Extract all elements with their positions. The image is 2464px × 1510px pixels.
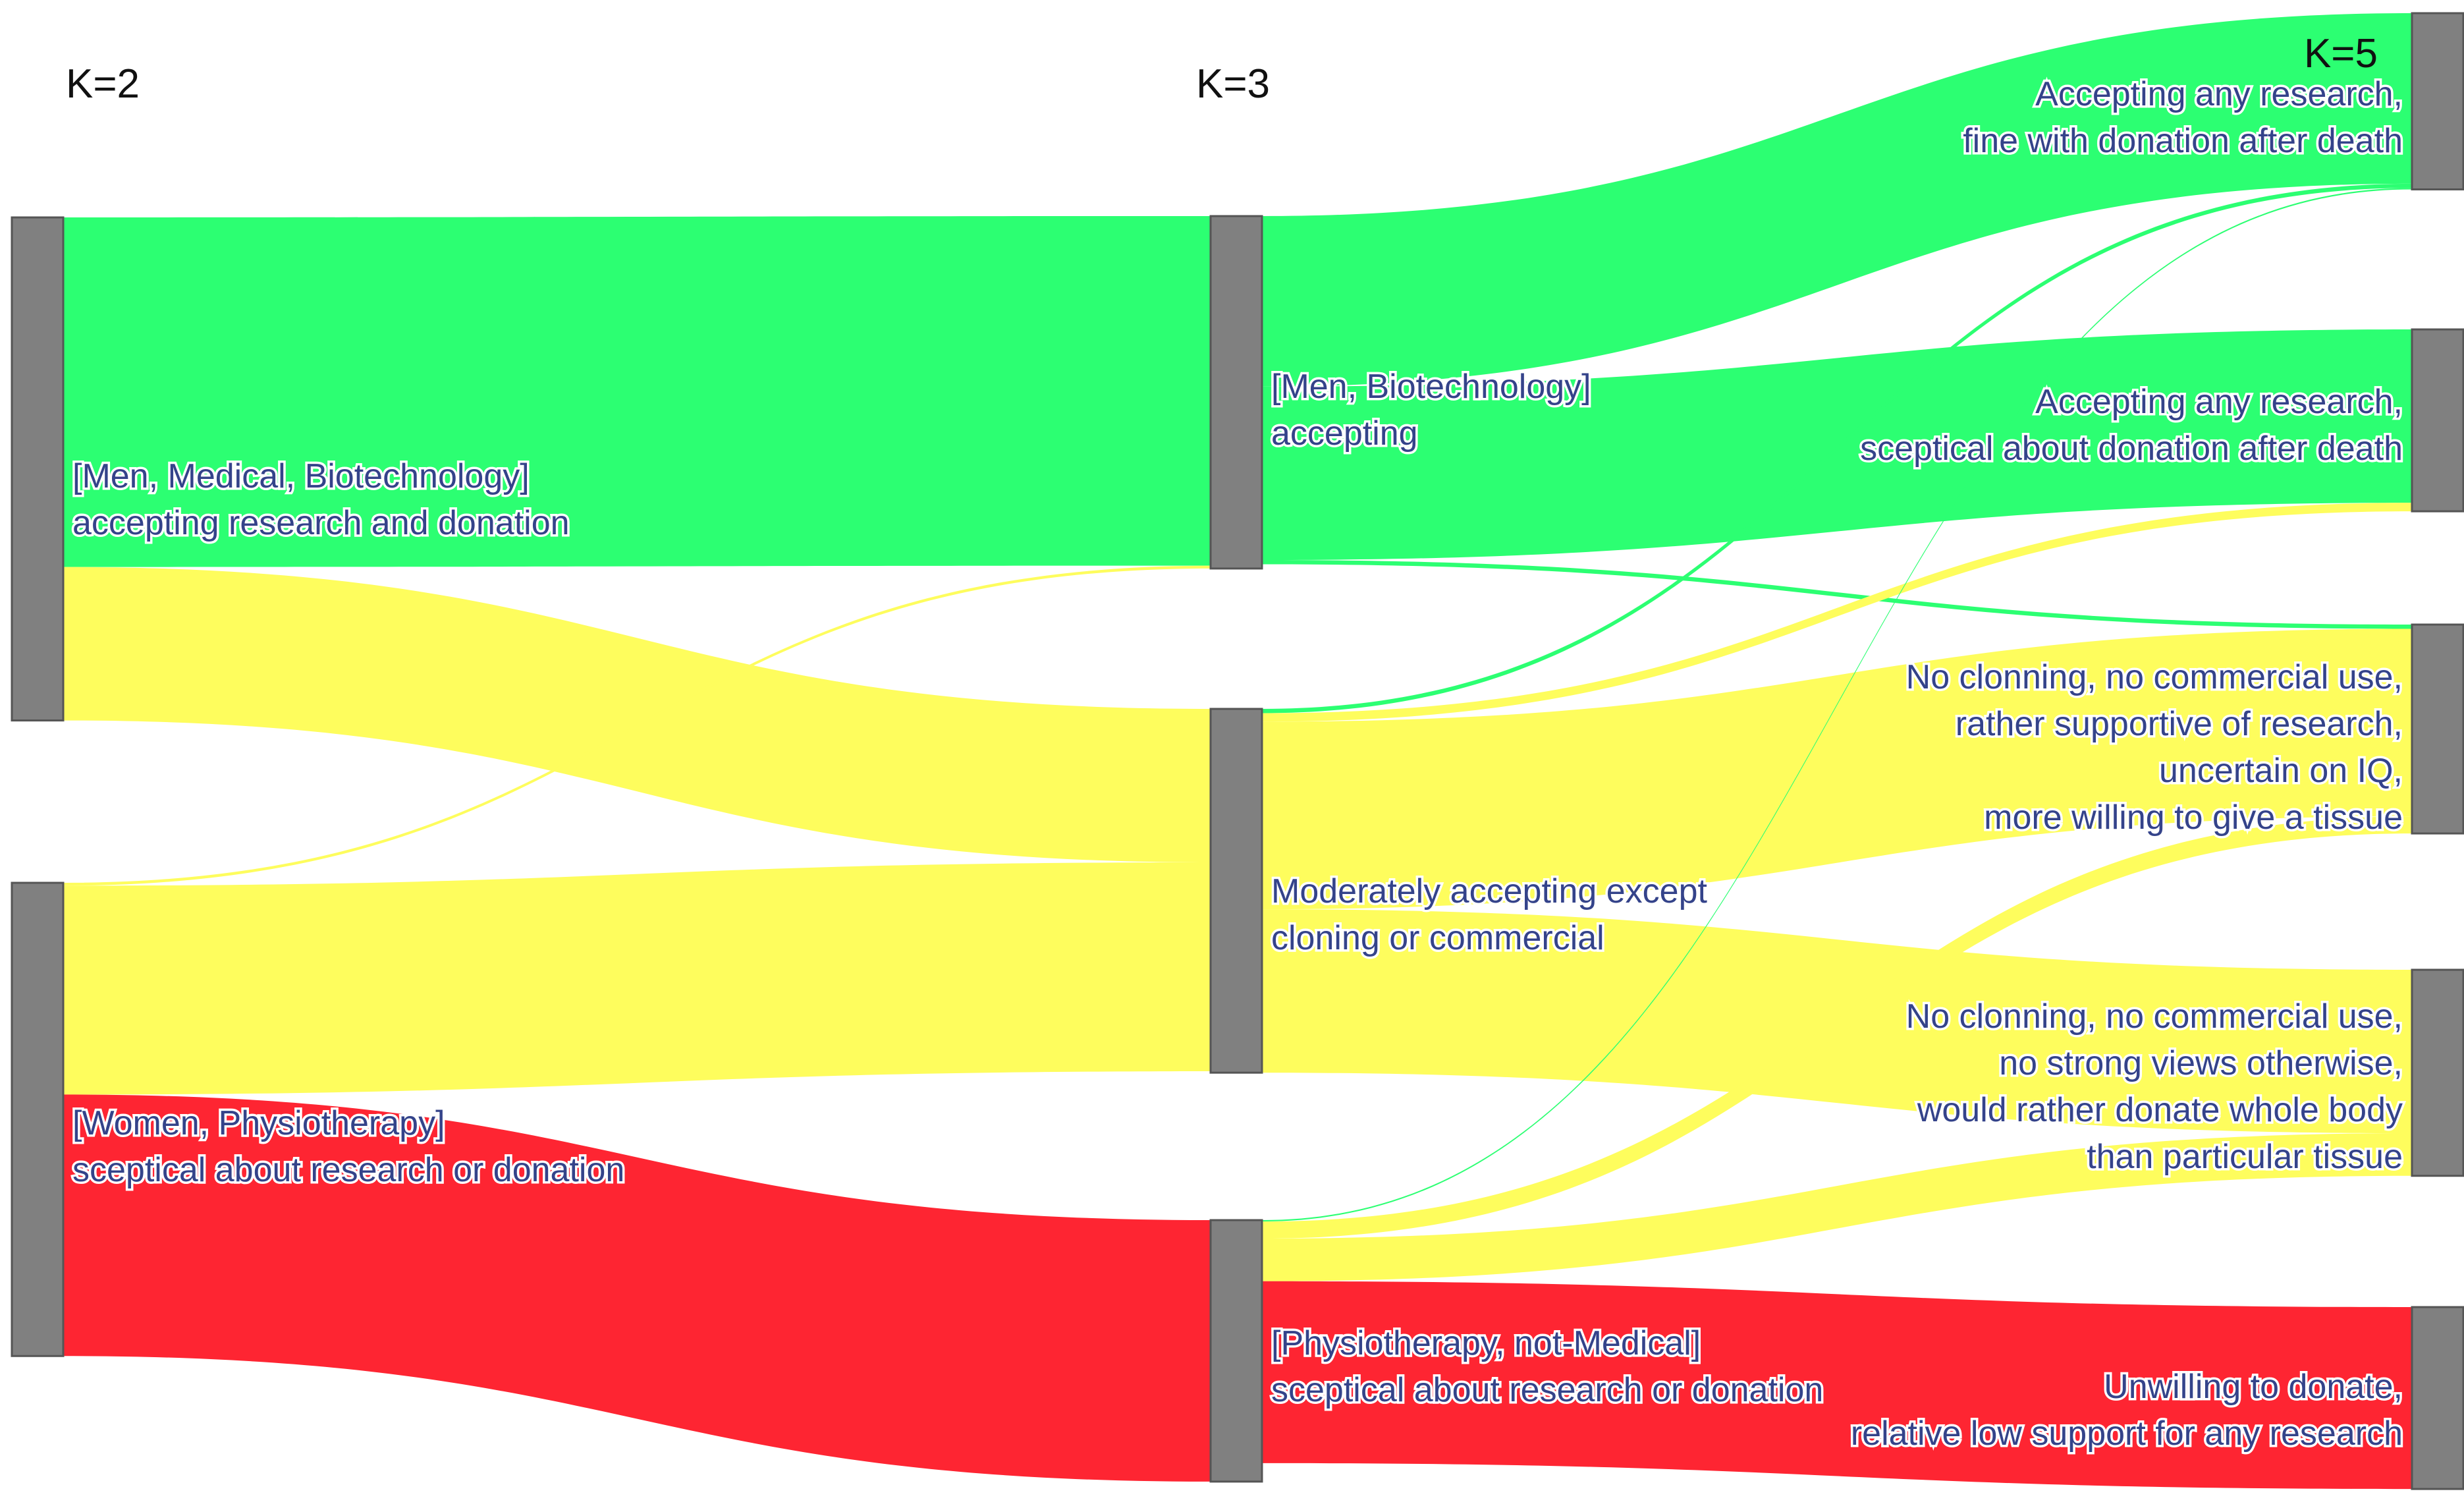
link-k3b-to-k5a [1262,183,2412,713]
node-label-k5c-line-3: more willing to give a tissue [1984,798,2403,837]
link-k3b-to-k5c [1262,629,2412,910]
node-label-k3c-line-0: [Physiotherapy, not-Medical] [1271,1324,1701,1362]
node-bar-k5c [2411,623,2464,835]
node-bar-k5b [2411,328,2464,513]
node-label-k5c: No clonning, no commercial use, rather su… [1906,658,2403,837]
node-label-k5e: Unwilling to donate, relative low support… [1851,1368,2403,1453]
link-k2a-to-k3b [63,567,1211,862]
node-label-k5b-line-1: sceptical about donation after death [1860,430,2403,468]
link-k3c-to-k5e [1262,1281,2412,1490]
links-layer [63,13,2412,1490]
link-k2b-to-k3b [63,862,1211,1095]
column-title-k5: K=5 [2304,31,2378,76]
node-label-k5e-line-0: Unwilling to donate, [2104,1368,2403,1406]
node-label-k5a-line-1: fine with donation after death [1963,122,2403,160]
node-label-k5d-line-0: No clonning, no commercial use, [1906,997,2403,1036]
node-label-k5c-line-2: uncertain on IQ, [2159,752,2403,790]
node-label-k5d-line-1: no strong views otherwise, [1999,1044,2403,1082]
labels-layer: [Men, Medical, Biotechnology] accepting r… [70,73,2405,1455]
nodes-layer [11,12,2464,1490]
column-titles: K=2 K=3 K=5 [66,31,2378,107]
node-label-k2b-line-1: sceptical about research or donation [72,1151,624,1189]
node-bar-k3c [1209,1219,1263,1483]
node-label-k2a-line-1: accepting research and donation [72,504,570,542]
node-label-k3a-line-1: accepting [1271,414,1418,453]
link-k3a-to-k5c [1262,559,2412,629]
node-label-k5a: Accepting any research, fine with donatio… [1963,75,2403,160]
node-bar-k3a [1209,215,1263,570]
link-k3a-to-k5b [1262,329,2412,560]
node-label-k5b: Accepting any research, sceptical about d… [1860,383,2403,468]
node-bar-k2a [11,216,65,722]
node-label-k5e-line-1: relative low support for any research [1851,1414,2403,1453]
column-title-k2: K=2 [66,61,140,107]
node-label-k3b-line-0: Moderately accepting except [1271,872,1707,910]
node-label-k3b-line-1: cloning or commercial [1271,919,1604,957]
node-label-k2a: [Men, Medical, Biotechnology] accepting r… [72,457,570,542]
link-k3c-to-k5a [1262,188,2412,1222]
link-k3b-to-k5b [1262,503,2412,722]
node-label-k3a-line-0: [Men, Biotechnology] [1271,368,1591,406]
node-label-k3c-line-1: sceptical about research or donation [1271,1371,1823,1409]
node-label-k2b-line-0: [Women, Physiotherapy] [72,1104,445,1142]
link-k3c-to-k5c [1262,816,2412,1239]
node-label-k5d-line-3: than particular tissue [2087,1138,2403,1176]
node-bar-k5e [2411,1306,2464,1490]
node-bar-k2b [11,881,65,1357]
link-k3a-to-k5a [1262,13,2412,387]
link-k2b-to-k3c [63,1094,1211,1482]
node-label-k3b: Moderately accepting except cloning or co… [1271,872,1707,957]
node-label-k5a-line-0: Accepting any research, [2035,75,2403,113]
link-k2b-to-k3a [63,565,1211,886]
node-bar-k5a [2411,12,2464,190]
column-title-k3: K=3 [1196,61,1270,107]
node-label-k5c-line-1: rather supportive of research, [1956,705,2403,743]
node-label-k5d: No clonning, no commercial use, no strong… [1906,997,2403,1176]
node-bar-k3b [1209,708,1263,1074]
node-label-k5d-line-2: would rather donate whole body [1917,1091,2403,1129]
node-label-k2b: [Women, Physiotherapy] sceptical about re… [72,1104,624,1189]
node-label-k5b-line-0: Accepting any research, [2035,383,2403,421]
node-label-k3c: [Physiotherapy, not-Medical] sceptical ab… [1271,1324,1823,1409]
node-label-k2a-line-0: [Men, Medical, Biotechnology] [72,457,530,495]
link-k2a-to-k3a [63,216,1211,567]
link-k3c-to-k5d [1262,1133,2412,1281]
node-label-k5c-line-0: No clonning, no commercial use, [1906,658,2403,696]
node-bar-k5d [2411,968,2464,1177]
node-label-k3a: [Men, Biotechnology] accepting [1271,368,1591,453]
